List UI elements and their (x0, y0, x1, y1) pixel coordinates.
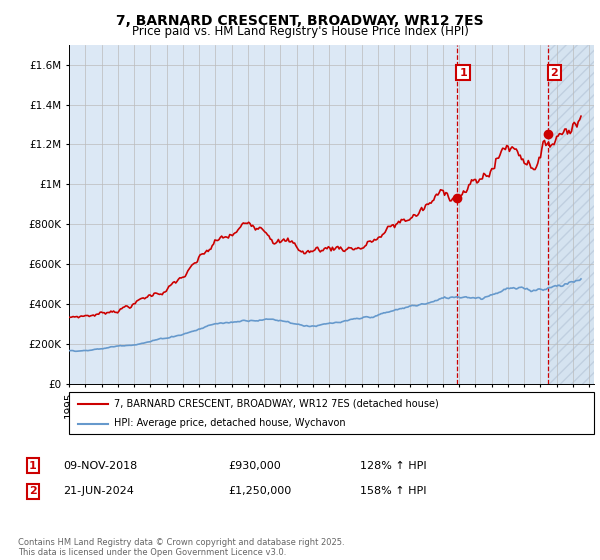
Text: £1,250,000: £1,250,000 (228, 486, 291, 496)
Text: 128% ↑ HPI: 128% ↑ HPI (360, 461, 427, 471)
Text: 7, BARNARD CRESCENT, BROADWAY, WR12 7ES (detached house): 7, BARNARD CRESCENT, BROADWAY, WR12 7ES … (114, 399, 439, 409)
Text: 2: 2 (29, 486, 37, 496)
Text: 2: 2 (550, 68, 558, 78)
Text: 158% ↑ HPI: 158% ↑ HPI (360, 486, 427, 496)
Text: Price paid vs. HM Land Registry's House Price Index (HPI): Price paid vs. HM Land Registry's House … (131, 25, 469, 38)
Text: 09-NOV-2018: 09-NOV-2018 (63, 461, 137, 471)
Text: HPI: Average price, detached house, Wychavon: HPI: Average price, detached house, Wych… (114, 418, 346, 428)
Bar (548, 45, 594, 384)
Text: 1: 1 (29, 461, 37, 471)
Text: £930,000: £930,000 (228, 461, 281, 471)
Text: 21-JUN-2024: 21-JUN-2024 (63, 486, 134, 496)
Text: 7, BARNARD CRESCENT, BROADWAY, WR12 7ES: 7, BARNARD CRESCENT, BROADWAY, WR12 7ES (116, 14, 484, 28)
Text: 1: 1 (459, 68, 467, 78)
Text: Contains HM Land Registry data © Crown copyright and database right 2025.
This d: Contains HM Land Registry data © Crown c… (18, 538, 344, 557)
Bar (457, 45, 548, 384)
